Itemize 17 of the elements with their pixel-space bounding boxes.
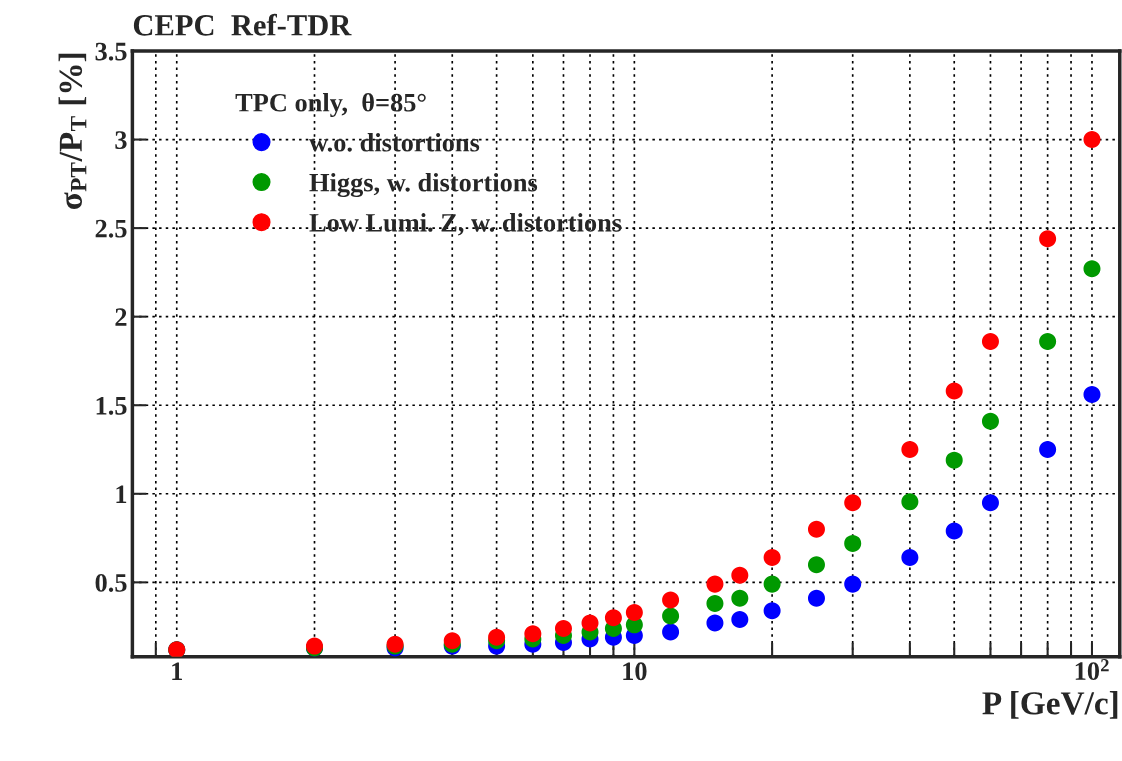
legend-title: TPC only, θ=85° (235, 92, 426, 118)
y-tick-label: 2 (115, 308, 127, 326)
y-axis-title: σ$_{PT}$/P$_{T}$ [%] (58, 53, 87, 210)
x-axis-title: P [GeV/c] (982, 691, 1118, 719)
x-tick-label: 10$^{2}$ (1075, 659, 1109, 681)
x-tick-label: 10 (623, 662, 647, 681)
y-tick-label: 1 (116, 485, 127, 503)
x-tick-label: 1 (172, 662, 182, 680)
y-tick-label: 3 (115, 131, 127, 149)
y-tick-label: 0.5 (95, 573, 127, 592)
chart-title: CEPC Ref-TDR (133, 13, 352, 36)
y-tick-label: 3.5 (95, 42, 127, 61)
legend-label: Higgs, w. distortions (309, 172, 538, 198)
legend-label: w.o. distortions (309, 133, 480, 152)
y-tick-label: 1.5 (96, 396, 127, 415)
y-tick-label: 2.5 (95, 219, 127, 238)
legend-label: Low Lumi. Z, w. distortions (309, 213, 622, 236)
